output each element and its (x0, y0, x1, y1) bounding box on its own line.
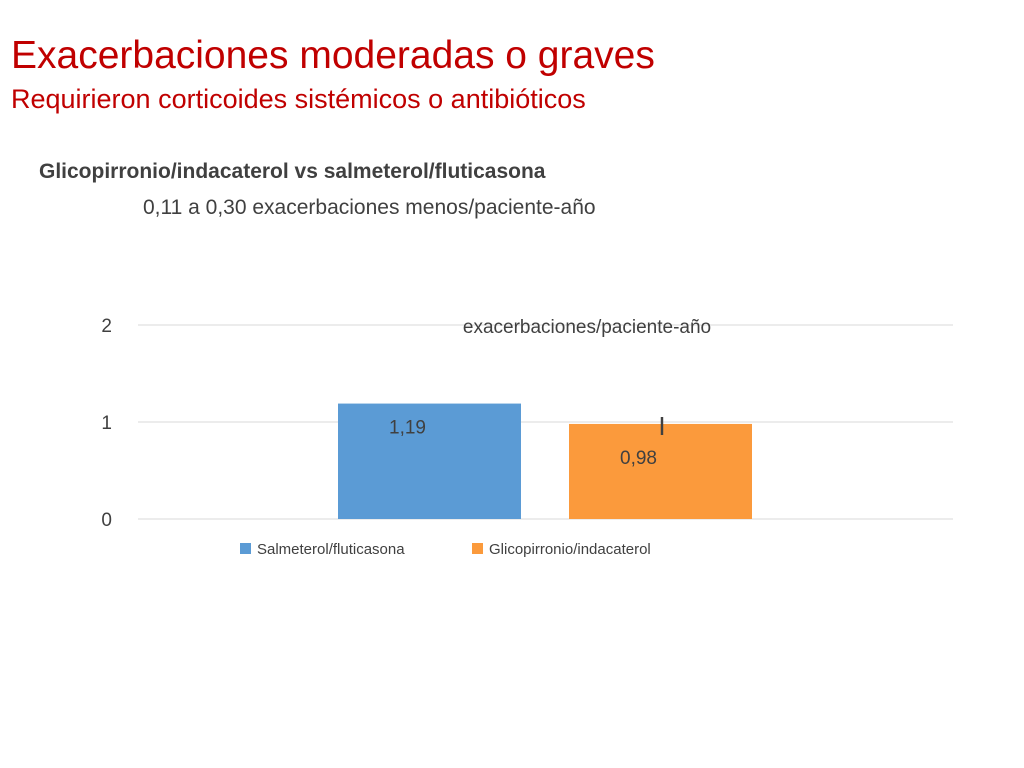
slide-title: Exacerbaciones moderadas o graves (11, 34, 655, 77)
y-tick-label: 2 (101, 316, 112, 337)
bar-value-label: 1,19 (389, 418, 426, 439)
chart-title: exacerbaciones/paciente-año (463, 317, 711, 338)
text-cursor-annotation: I (658, 411, 665, 441)
y-tick-label: 0 (101, 510, 112, 531)
chart-legend: Salmeterol/fluticasona Glicopirronio/inda… (240, 541, 651, 558)
bar (569, 423, 752, 519)
bars: 1,19 0,98 (338, 403, 752, 519)
comparison-range: 0,11 a 0,30 exacerbaciones menos/pacient… (143, 196, 596, 219)
legend-swatch (472, 543, 483, 554)
legend-swatch (240, 543, 251, 554)
slide-subtitle: Requirieron corticoides sistémicos o ant… (11, 84, 586, 114)
bar (338, 403, 521, 519)
legend-label: Salmeterol/fluticasona (257, 541, 405, 558)
comparison-heading: Glicopirronio/indacaterol vs salmeterol/… (39, 160, 546, 183)
bar-value-label: 0,98 (620, 448, 657, 469)
gridlines (138, 324, 953, 520)
y-tick-label: 1 (101, 413, 112, 434)
legend-label: Glicopirronio/indacaterol (489, 541, 651, 558)
y-axis-ticks: 0 1 2 (101, 316, 112, 531)
